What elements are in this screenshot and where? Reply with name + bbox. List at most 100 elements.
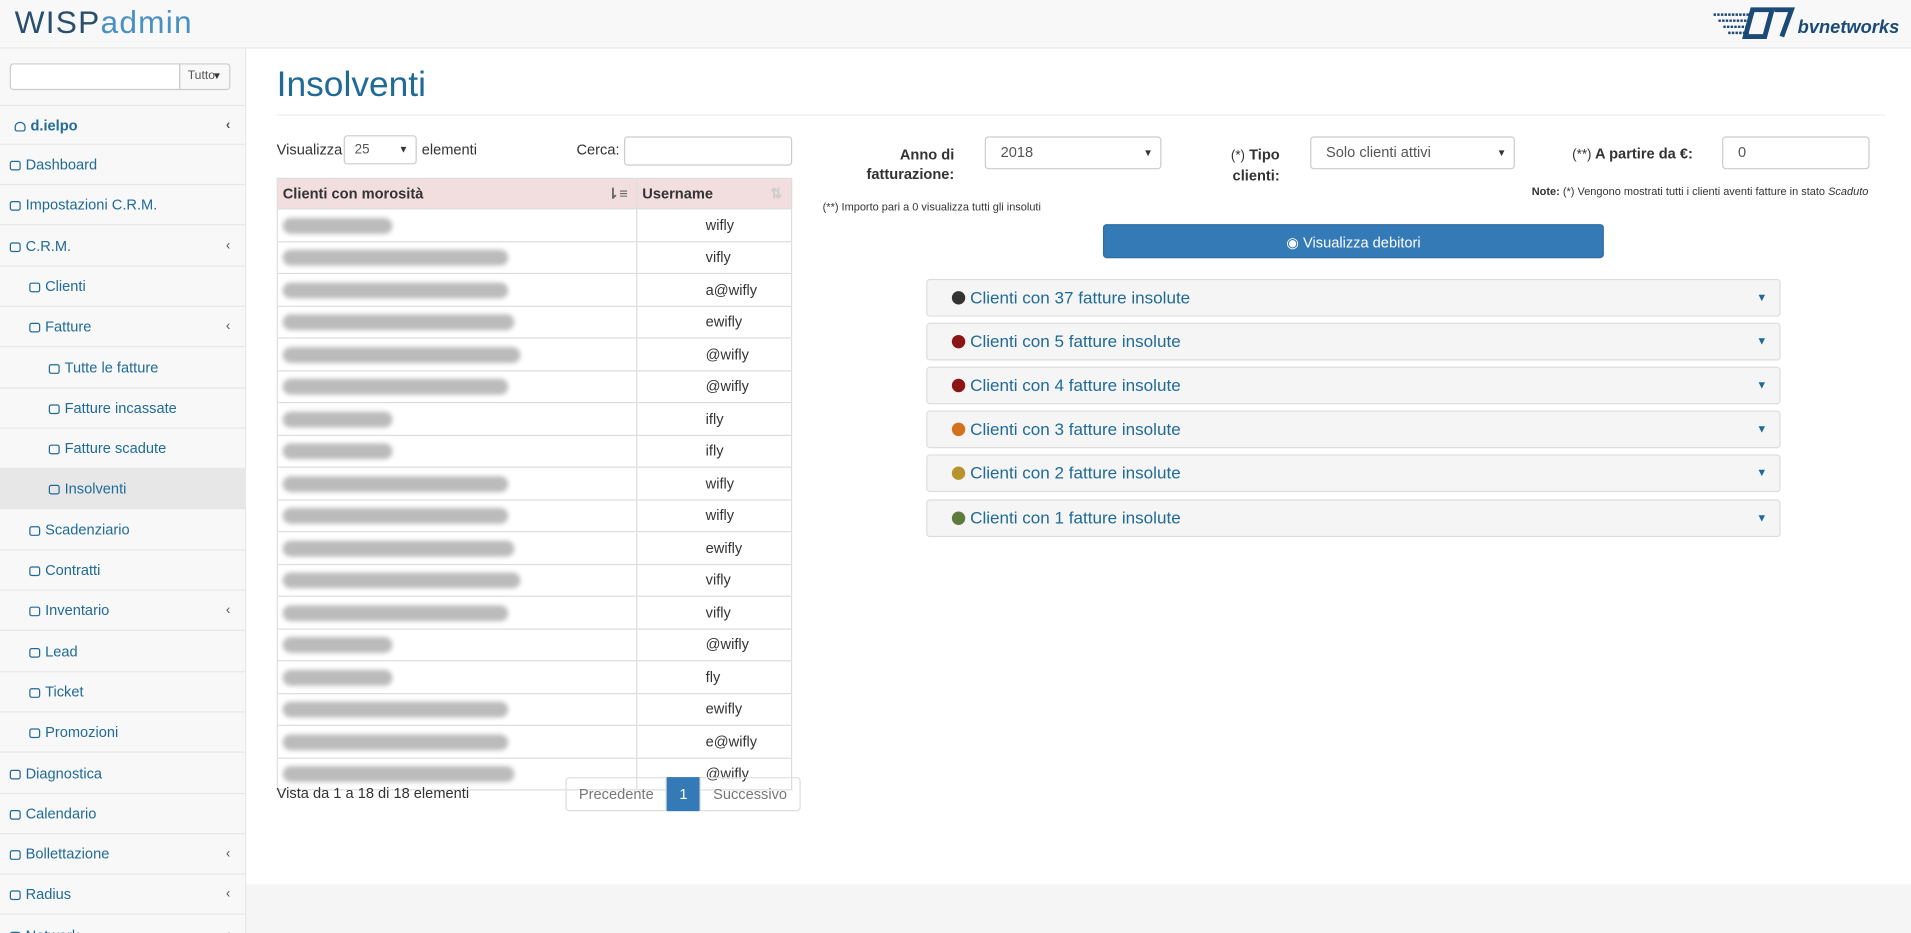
- redacted-name: [282, 637, 393, 654]
- menu-item[interactable]: Fatture ‹: [0, 307, 245, 348]
- table-row[interactable]: @wifly: [277, 756, 792, 790]
- redacted-name: [282, 217, 393, 234]
- group-panel[interactable]: Clienti con 3 fatture insolute ▼: [926, 410, 1781, 449]
- menu-item[interactable]: Diagnostica: [0, 753, 245, 794]
- logo-suffix: admin: [100, 3, 193, 41]
- next-button[interactable]: Successivo: [699, 777, 801, 812]
- table-row[interactable]: a@wifly: [277, 272, 792, 306]
- menu-item[interactable]: Bollettazione ‹: [0, 834, 245, 875]
- username-cell: wifly: [636, 208, 792, 242]
- menu-icon: [29, 322, 41, 333]
- show-debtors-button[interactable]: ◉ Visualizza debitori: [1102, 224, 1604, 259]
- menu-item[interactable]: Radius ‹: [0, 875, 245, 916]
- redacted-name: [282, 540, 515, 557]
- logo[interactable]: WISPadmin: [15, 4, 193, 42]
- page-size-select[interactable]: 25 ▼: [343, 135, 417, 165]
- menu-icon: [9, 241, 21, 252]
- menu-item[interactable]: Tutte le fatture: [0, 348, 245, 388]
- client-cell: [277, 272, 638, 306]
- username-cell: ewifly: [636, 305, 792, 338]
- username-cell: @wifly: [636, 369, 792, 403]
- column-header[interactable]: Username ⇅: [637, 178, 792, 208]
- menu-label: Ticket: [45, 683, 84, 701]
- menu-icon: [9, 769, 21, 779]
- client-cell: [277, 627, 638, 661]
- menu-item[interactable]: Inventario ‹: [0, 591, 245, 632]
- username-cell: ewifly: [636, 692, 792, 726]
- table-row[interactable]: e@wifly: [277, 724, 792, 758]
- menu-item[interactable]: Calendario: [0, 794, 245, 835]
- menu-item[interactable]: Scadenziario: [0, 510, 245, 551]
- divider: [276, 114, 1886, 116]
- group-caret: ▼: [1756, 379, 1768, 392]
- username-cell: vifly: [636, 240, 792, 274]
- table-search[interactable]: [624, 136, 793, 166]
- group-panel[interactable]: Clienti con 5 fatture insolute ▼: [926, 322, 1781, 361]
- year-select[interactable]: 2018 ▼: [984, 136, 1162, 170]
- debtors-table: Clienti con morosità ⇂≡ Username ⇅ wifly vi…: [276, 177, 793, 791]
- client-cell: [277, 240, 638, 274]
- menu-item[interactable]: Impostazioni C.R.M.: [0, 185, 245, 226]
- table-row[interactable]: wifly: [277, 466, 792, 500]
- menu-item[interactable]: Network ‹: [0, 916, 245, 933]
- menu-item[interactable]: Clienti: [0, 267, 245, 307]
- sidebar-search[interactable]: [9, 63, 181, 91]
- menu-label: Fatture incassate: [64, 399, 177, 417]
- menu-icon: [9, 890, 21, 901]
- menu-item[interactable]: Ticket: [0, 672, 245, 713]
- client-cell: [277, 692, 638, 726]
- client-cell: [277, 756, 638, 790]
- menu-item[interactable]: Fatture scadute: [0, 429, 245, 470]
- group-panel[interactable]: Clienti con 1 fatture insolute ▼: [926, 498, 1781, 537]
- client-cell: [277, 337, 638, 371]
- type-label-text: Tipo clienti:: [1232, 146, 1280, 184]
- group-panel[interactable]: Clienti con 4 fatture insolute ▼: [926, 366, 1781, 405]
- group-panel[interactable]: Clienti con 2 fatture insolute ▼: [926, 454, 1781, 493]
- column-title: Username: [642, 185, 714, 203]
- menu-label: Radius: [25, 885, 72, 904]
- type-select[interactable]: Solo clienti attivi ▼: [1310, 136, 1515, 170]
- amount-input[interactable]: 0: [1722, 136, 1870, 170]
- menu-item[interactable]: Lead: [0, 632, 245, 672]
- search-scope[interactable]: Tutto ▼: [179, 63, 231, 91]
- redacted-name: [282, 508, 509, 525]
- table-row[interactable]: ewifly: [277, 531, 792, 564]
- column-header[interactable]: Clienti con morosità ⇂≡: [277, 178, 638, 209]
- menu-icon: [9, 160, 21, 171]
- menu-label: Calendario: [25, 804, 97, 822]
- menu-item[interactable]: Insolventi: [0, 469, 245, 510]
- table-row[interactable]: ewifly: [277, 305, 792, 338]
- table-row[interactable]: @wifly: [277, 337, 792, 371]
- table-row[interactable]: ifly: [277, 434, 792, 468]
- group-panel[interactable]: Clienti con 37 fatture insolute ▼: [926, 278, 1781, 317]
- menu-icon: [9, 201, 21, 212]
- table-row[interactable]: vifly: [277, 240, 792, 274]
- menu-item[interactable]: Contratti: [0, 551, 245, 591]
- prev-button[interactable]: Precedente: [565, 777, 668, 812]
- table-row[interactable]: ifly: [277, 401, 792, 435]
- user-menu[interactable]: d.ielpo ‹: [0, 104, 245, 145]
- table-row[interactable]: wifly: [277, 498, 792, 532]
- table-row[interactable]: vifly: [277, 595, 792, 629]
- table-row[interactable]: wifly: [277, 208, 792, 242]
- group-caret: ▼: [1756, 466, 1768, 480]
- page-size: 25: [354, 142, 370, 158]
- menu-item[interactable]: Fatture incassate: [0, 388, 245, 429]
- menu-item[interactable]: Promozioni: [0, 713, 245, 753]
- table-row[interactable]: @wifly: [277, 627, 792, 661]
- username-cell: fly: [636, 660, 792, 694]
- note: Note: (*) Vengono mostrati tutti i clien…: [1532, 185, 1869, 197]
- page-button[interactable]: 1: [667, 777, 700, 812]
- table-row[interactable]: ewifly: [277, 692, 792, 726]
- redacted-name: [282, 282, 509, 299]
- table-row[interactable]: vifly: [277, 563, 792, 597]
- table-row[interactable]: @wifly: [277, 369, 792, 403]
- username-cell: a@wifly: [636, 272, 792, 306]
- group-dot: [951, 466, 966, 481]
- menu-label: Contratti: [45, 561, 101, 579]
- menu-item[interactable]: Dashboard: [0, 145, 245, 186]
- table-row[interactable]: fly: [277, 660, 792, 694]
- type-marker: (*): [1230, 148, 1246, 164]
- menu-item[interactable]: C.R.M. ‹: [0, 226, 245, 267]
